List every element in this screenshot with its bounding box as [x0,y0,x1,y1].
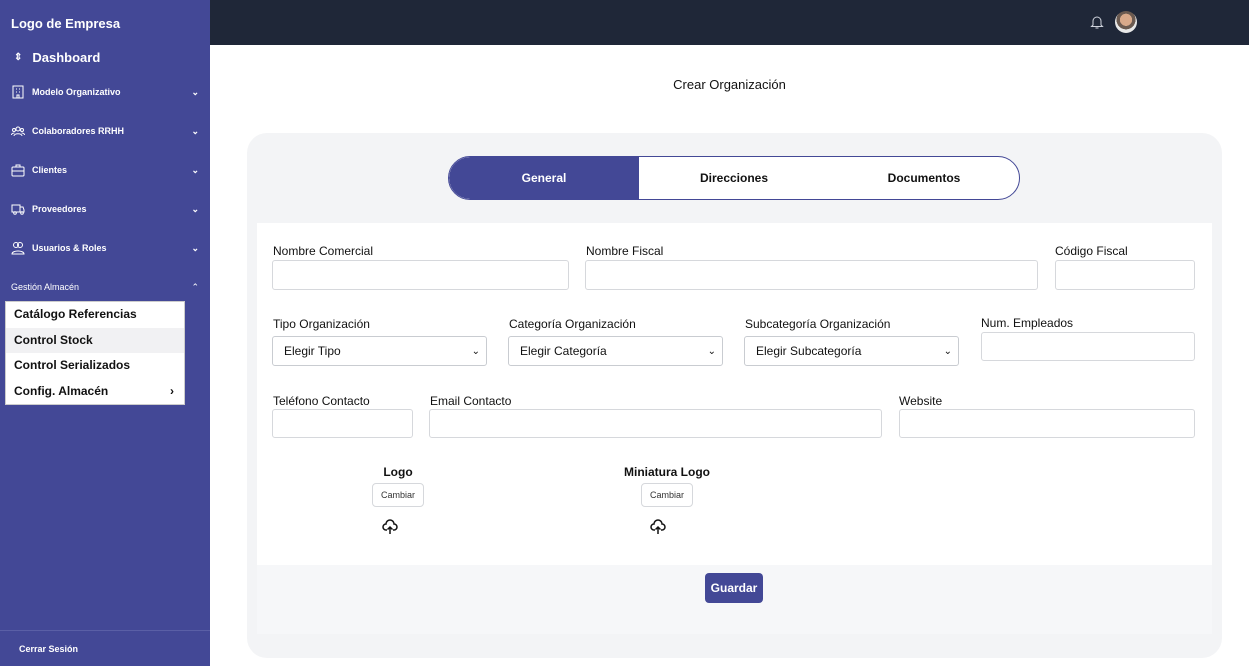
tipo-label: Tipo Organización [273,317,370,331]
logout-button[interactable]: Cerrar Sesión [19,644,79,654]
categoria-label: Categoría Organización [509,317,636,331]
select-value: Elegir Tipo [284,344,341,358]
miniatura-logo-label: Miniatura Logo [624,465,710,479]
topbar [210,0,1249,45]
subcategoria-select[interactable]: Elegir Subcategoría ⌄ [744,336,959,366]
page-title: Crear Organización [673,77,786,92]
users-icon [11,242,25,255]
nombre-comercial-input[interactable] [272,260,569,290]
subcategoria-label: Subcategoría Organización [745,317,891,331]
building-icon [12,85,24,99]
submenu: Catálogo Referencias Control Stock Contr… [5,301,185,405]
sidebar-item-proveedores[interactable]: Proveedores ⌄ [11,201,199,217]
sidebar-item-label: Dashboard [32,50,101,65]
guardar-button[interactable]: Guardar [705,573,763,603]
categoria-select[interactable]: Elegir Categoría ⌄ [508,336,723,366]
submenu-label: Config. Almacén [14,383,109,398]
chevron-right-icon: › [170,383,174,398]
chevron-down-icon: ⌄ [943,345,952,357]
submenu-label: Control Serializados [14,358,131,372]
upload-cloud-icon[interactable] [650,519,666,535]
user-avatar[interactable] [1115,11,1137,33]
truck-icon [11,204,25,215]
codigo-fiscal-label: Código Fiscal [1055,244,1128,258]
submenu-label: Catálogo Referencias [14,307,137,321]
chevron-down-icon: ⌄ [191,242,199,253]
chevron-up-icon: ⌃ [191,281,199,292]
empleados-label: Num. Empleados [981,316,1074,330]
submenu-item-control-stock[interactable]: Control Stock [6,327,184,353]
sidebar-item-dashboard[interactable]: ⇕ Dashboard [14,50,100,65]
sidebar: Logo de Empresa ⇕ Dashboard Modelo Organi… [0,0,210,666]
users-group-icon [11,126,25,137]
tipo-select[interactable]: Elegir Tipo ⌄ [272,336,487,366]
miniatura-cambiar-button[interactable]: Cambiar [641,483,693,507]
nombre-fiscal-label: Nombre Fiscal [586,244,664,258]
sidebar-section-label: Gestión Almacén [11,282,80,292]
sidebar-item-label: Colaboradores RRHH [32,126,125,136]
email-label: Email Contacto [430,394,512,408]
website-label: Website [899,394,943,408]
submenu-label: Control Stock [14,332,93,347]
chevron-down-icon: ⌄ [191,164,199,175]
telefono-label: Teléfono Contacto [273,394,370,408]
tab-direcciones[interactable]: Direcciones [699,171,769,185]
chevron-down-icon: ⌄ [707,345,716,357]
sidebar-item-label: Usuarios & Roles [32,243,107,253]
chevron-down-icon: ⌄ [191,86,199,97]
divider [0,630,210,631]
sidebar-item-label: Modelo Organizativo [32,87,121,97]
sidebar-item-label: Clientes [32,165,68,175]
submenu-item-catalogo[interactable]: Catálogo Referencias [6,302,184,328]
chevron-down-icon: ⌄ [471,345,480,357]
briefcase-icon [11,164,25,177]
sidebar-item-colaboradores[interactable]: Colaboradores RRHH ⌄ [11,123,199,139]
sidebar-item-label: Proveedores [32,204,87,214]
sidebar-section-gestion-almacen[interactable]: Gestión Almacén ⌃ [11,279,199,295]
sidebar-item-usuarios-roles[interactable]: Usuarios & Roles ⌄ [11,240,199,256]
email-input[interactable] [429,409,882,438]
chevron-updown-icon: ⇕ [14,52,23,63]
nombre-comercial-label: Nombre Comercial [273,244,374,258]
tab-bar: General Direcciones Documentos [448,156,1020,200]
submenu-item-config-almacen[interactable]: Config. Almacén › [6,379,184,405]
telefono-input[interactable] [272,409,413,438]
sidebar-item-modelo-organizativo[interactable]: Modelo Organizativo ⌄ [11,84,199,100]
nombre-fiscal-input[interactable] [585,260,1038,290]
select-value: Elegir Subcategoría [756,344,862,358]
upload-cloud-icon[interactable] [382,519,398,535]
company-logo: Logo de Empresa [11,16,121,31]
sidebar-item-clientes[interactable]: Clientes ⌄ [11,162,199,178]
submenu-item-control-serializados[interactable]: Control Serializados [6,353,184,379]
tab-general[interactable]: General [449,157,639,199]
codigo-fiscal-input[interactable] [1055,260,1195,290]
logo-label: Logo [383,465,413,479]
website-input[interactable] [899,409,1195,438]
logo-cambiar-button[interactable]: Cambiar [372,483,424,507]
empleados-input[interactable] [981,332,1195,361]
tab-documentos[interactable]: Documentos [887,171,961,185]
chevron-down-icon: ⌄ [191,125,199,136]
bell-icon[interactable] [1090,14,1104,30]
select-value: Elegir Categoría [520,344,607,358]
chevron-down-icon: ⌄ [191,203,199,214]
